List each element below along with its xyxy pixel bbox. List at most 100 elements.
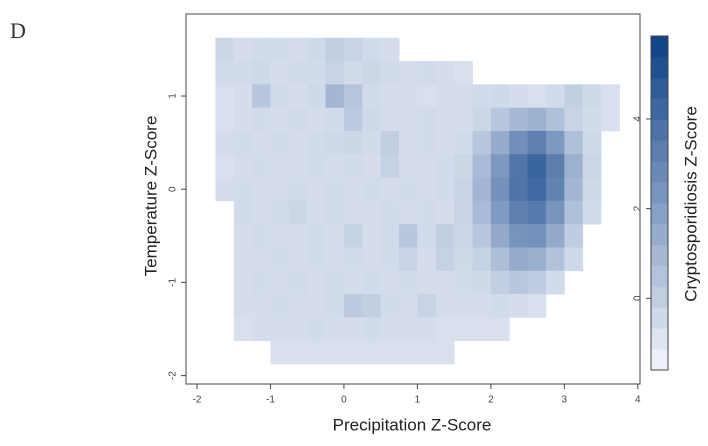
heat-cell [252, 317, 271, 342]
x-tick-label: 1 [415, 395, 421, 406]
heat-cell [601, 107, 620, 132]
heat-cell [545, 154, 565, 178]
heat-cell [527, 84, 547, 109]
heat-cell [454, 270, 473, 295]
heat-cell [343, 270, 363, 295]
heat-cell [252, 107, 271, 132]
heat-cell [435, 340, 455, 365]
heat-cell [252, 84, 271, 109]
heat-cell [472, 317, 492, 342]
heat-cell [325, 270, 345, 295]
heat-cell [564, 130, 584, 155]
heat-cell [343, 247, 363, 272]
heat-cell [362, 200, 382, 225]
heat-cell [454, 107, 473, 132]
heat-cell [454, 130, 473, 155]
heat-cell [399, 84, 418, 109]
colorbar-band [651, 56, 668, 79]
heat-cell [325, 177, 345, 202]
heat-cell [343, 61, 363, 85]
heat-cell [472, 177, 492, 202]
heat-cell [435, 84, 455, 109]
heat-cell [435, 130, 455, 155]
heat-cell [252, 154, 271, 178]
plot-frame [185, 13, 641, 385]
heat-cell [527, 270, 547, 295]
heat-cell [472, 270, 492, 295]
heat-cell [380, 247, 400, 272]
heat-cell [325, 317, 345, 342]
heat-cell [435, 200, 455, 225]
heat-cell [233, 294, 253, 318]
heat-cell [527, 247, 547, 272]
heat-cell [233, 200, 253, 225]
heat-cell [215, 107, 235, 132]
heat-cell [527, 130, 547, 155]
colorbar-band [651, 286, 668, 308]
y-axis-label: Temperature Z-Score [141, 116, 160, 277]
heat-cell [215, 154, 235, 178]
heat-cell [325, 61, 345, 85]
heat-cell [399, 340, 418, 365]
x-tick-label: -2 [193, 395, 202, 406]
heat-cell [270, 224, 290, 248]
heat-cell [252, 61, 271, 85]
colorbar-band [651, 349, 668, 371]
heat-cell [527, 177, 547, 202]
heat-cell [325, 154, 345, 178]
heat-cell [307, 177, 326, 202]
heat-cell [288, 340, 308, 365]
heat-cell [435, 61, 455, 85]
heat-cell [545, 177, 565, 202]
heat-cell [325, 84, 345, 109]
heat-cell [288, 270, 308, 295]
heat-cell [417, 317, 437, 342]
y-tick-label: -2 [168, 371, 179, 380]
heat-cell [490, 294, 510, 318]
heat-cell [380, 177, 400, 202]
heat-cell [509, 270, 529, 295]
heat-cell [380, 37, 400, 62]
heat-cell [601, 84, 620, 109]
colorbar-tick-label: 0 [633, 295, 644, 301]
heat-cell [343, 107, 363, 132]
heat-cell [362, 84, 382, 109]
heat-cell [490, 200, 510, 225]
heat-cell [399, 224, 418, 248]
heat-cell [509, 130, 529, 155]
heat-cell [435, 177, 455, 202]
heat-cell [490, 177, 510, 202]
heat-cell [380, 130, 400, 155]
heat-cell [509, 200, 529, 225]
heat-cell [509, 294, 529, 318]
heat-cell [582, 200, 602, 225]
heat-cell [509, 177, 529, 202]
heat-cell [307, 84, 326, 109]
heat-cell [380, 224, 400, 248]
heat-cell [307, 107, 326, 132]
heat-cell [252, 177, 271, 202]
heat-cell [307, 340, 326, 365]
heat-cell [362, 107, 382, 132]
heat-cell [435, 154, 455, 178]
heat-cell [343, 294, 363, 318]
colorbar-label: Cryptosporidiosis Z-Score [681, 106, 700, 302]
heat-cell [288, 224, 308, 248]
heat-cell [233, 224, 253, 248]
heat-cell [325, 224, 345, 248]
heat-cell [472, 154, 492, 178]
heat-cell [270, 107, 290, 132]
heat-cell [288, 84, 308, 109]
heat-cell [307, 61, 326, 85]
x-tick-label: 3 [562, 395, 568, 406]
heat-cell [215, 37, 235, 62]
heat-cell [307, 247, 326, 272]
heat-cell [472, 294, 492, 318]
heat-cell [417, 177, 437, 202]
heat-cell [582, 107, 602, 132]
heat-cell [454, 247, 473, 272]
heat-cell [582, 84, 602, 109]
heat-cell [270, 200, 290, 225]
heat-cell [362, 61, 382, 85]
heat-cell [270, 317, 290, 342]
